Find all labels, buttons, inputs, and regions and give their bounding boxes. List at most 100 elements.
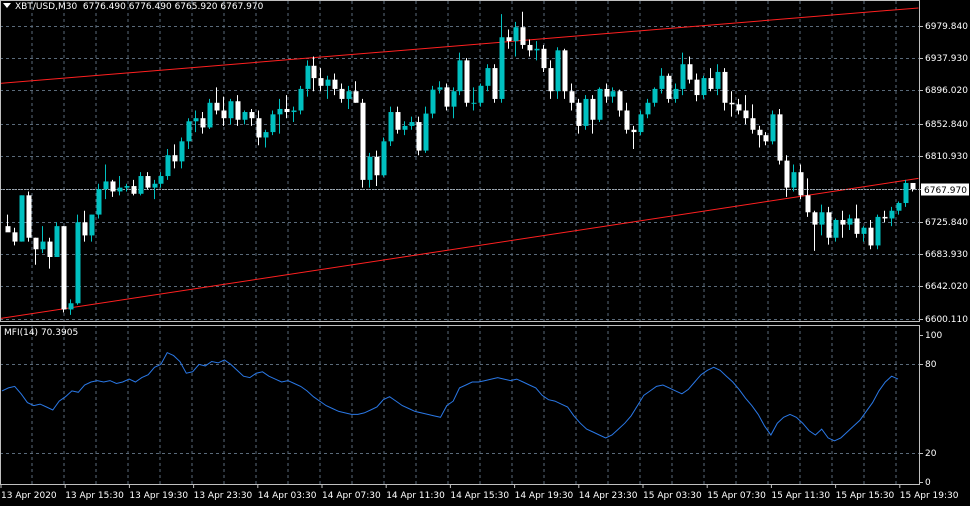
candle bbox=[798, 164, 804, 200]
candle-body bbox=[617, 91, 623, 111]
candle-body bbox=[854, 218, 860, 234]
candle bbox=[854, 204, 860, 238]
candle bbox=[673, 83, 679, 103]
candle bbox=[694, 73, 700, 102]
mfi-series bbox=[1, 351, 899, 442]
candle-body bbox=[270, 114, 276, 133]
high-value: 6776.490 bbox=[128, 2, 172, 12]
price-tick-label: 6600.110 bbox=[925, 315, 968, 325]
candle-body bbox=[812, 212, 818, 225]
candle bbox=[423, 106, 429, 153]
candle-body bbox=[826, 212, 832, 238]
candle-body bbox=[249, 112, 255, 119]
candle-body bbox=[444, 87, 450, 107]
indicator-value: 70.3905 bbox=[40, 328, 79, 338]
candle bbox=[26, 191, 32, 242]
candle-body bbox=[47, 241, 53, 257]
candle-body bbox=[798, 172, 804, 196]
candle-body bbox=[729, 102, 735, 105]
candle bbox=[805, 178, 811, 217]
candle bbox=[277, 98, 283, 134]
candle bbox=[221, 96, 227, 126]
mfi-tick-label: 20 bbox=[925, 449, 937, 459]
candle-body bbox=[353, 91, 359, 103]
candle bbox=[868, 219, 874, 250]
candle-body bbox=[124, 186, 130, 188]
candle bbox=[791, 164, 797, 192]
candle-body bbox=[715, 71, 721, 89]
candle bbox=[430, 85, 436, 119]
candle bbox=[33, 237, 39, 265]
candle bbox=[158, 172, 164, 188]
candle-body bbox=[416, 122, 422, 151]
candle bbox=[388, 106, 394, 146]
price-axis: 6979.840 6937.930 6896.020 6852.840 6810.930… bbox=[919, 22, 969, 325]
candle-body bbox=[840, 219, 846, 225]
candle bbox=[757, 125, 763, 148]
candle-body bbox=[583, 98, 589, 126]
price-pane-border bbox=[0, 0, 920, 322]
candle bbox=[291, 106, 297, 123]
candle bbox=[743, 95, 749, 125]
candle bbox=[506, 29, 512, 49]
candle bbox=[645, 98, 651, 119]
candle bbox=[840, 210, 846, 238]
candle-body bbox=[430, 89, 436, 114]
candle-body bbox=[26, 195, 32, 238]
candle-body bbox=[339, 88, 345, 99]
candle bbox=[513, 21, 519, 57]
candle-body bbox=[638, 114, 644, 133]
candle bbox=[763, 132, 769, 146]
dropdown-triangle-icon[interactable] bbox=[3, 3, 11, 8]
candle-body bbox=[750, 118, 756, 130]
time-tick-label: 15 Apr 11:30 bbox=[771, 491, 830, 501]
indicator-header: MFI(14) 70.3905 bbox=[4, 328, 78, 338]
candle-body bbox=[875, 216, 881, 246]
candle bbox=[270, 110, 276, 136]
candle-body bbox=[701, 78, 707, 96]
candle bbox=[889, 206, 895, 227]
close-value: 6767.970 bbox=[220, 2, 264, 12]
price-grid bbox=[0, 1, 919, 321]
candle-body bbox=[534, 48, 540, 51]
candle-body bbox=[784, 160, 790, 188]
price-tick-label: 6642.020 bbox=[925, 282, 968, 292]
candle bbox=[492, 64, 498, 103]
candle bbox=[89, 214, 95, 242]
candle-body bbox=[395, 112, 401, 130]
candle-body bbox=[791, 172, 797, 188]
candle bbox=[395, 106, 401, 134]
candle bbox=[729, 91, 735, 117]
candle-body bbox=[228, 101, 234, 119]
candle bbox=[5, 214, 11, 233]
time-tick-label: 14 Apr 11:30 bbox=[386, 491, 445, 501]
candle bbox=[214, 87, 220, 115]
candle bbox=[569, 83, 575, 111]
candle bbox=[777, 108, 783, 165]
time-tick-label: 14 Apr 15:30 bbox=[450, 491, 509, 501]
candle bbox=[242, 110, 248, 125]
candle-body bbox=[437, 87, 443, 90]
candle bbox=[847, 214, 853, 231]
price-tick-label: 6852.840 bbox=[925, 120, 968, 130]
candle-body bbox=[610, 91, 616, 97]
time-tick-label: 15 Apr 03:30 bbox=[643, 491, 702, 501]
candle-body bbox=[471, 102, 477, 104]
candle-body bbox=[367, 156, 373, 180]
candle bbox=[708, 68, 714, 92]
candle bbox=[145, 172, 151, 190]
candle-body bbox=[903, 182, 909, 204]
current-price-label: 6767.970 bbox=[924, 186, 967, 196]
candle bbox=[179, 137, 185, 169]
time-axis: 13 Apr 2020 13 Apr 15:30 13 Apr 19:30 13 Ap… bbox=[0, 484, 959, 501]
candle bbox=[200, 112, 206, 134]
candle-body bbox=[492, 68, 498, 99]
candle-body bbox=[833, 219, 839, 238]
candle-body bbox=[861, 227, 867, 234]
mfi-line bbox=[1, 351, 899, 442]
candle-body bbox=[82, 222, 88, 236]
candle bbox=[75, 214, 81, 305]
time-tick-label: 14 Apr 19:30 bbox=[515, 491, 574, 501]
candle bbox=[19, 195, 25, 242]
